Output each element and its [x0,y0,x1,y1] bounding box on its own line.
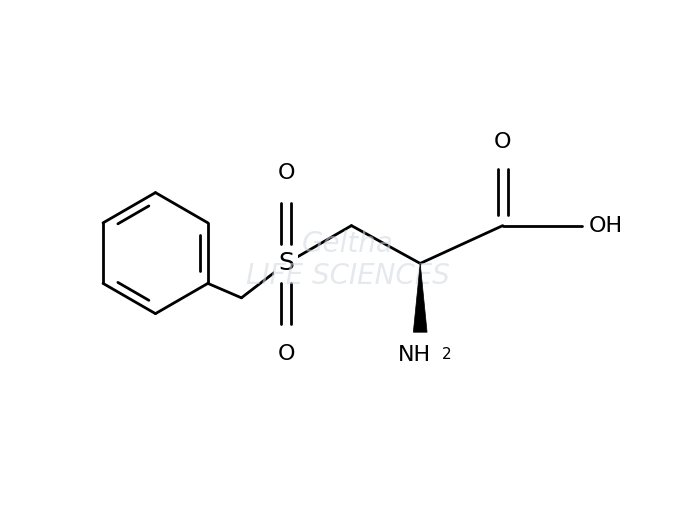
Text: Geltha
LIFE SCIENCES: Geltha LIFE SCIENCES [246,230,450,290]
Text: O: O [278,163,295,183]
Text: OH: OH [589,216,623,236]
Text: O: O [494,132,512,152]
Polygon shape [413,264,427,332]
Text: 2: 2 [441,347,451,362]
Text: NH: NH [398,345,432,365]
Text: S: S [278,252,294,276]
Text: O: O [278,344,295,364]
